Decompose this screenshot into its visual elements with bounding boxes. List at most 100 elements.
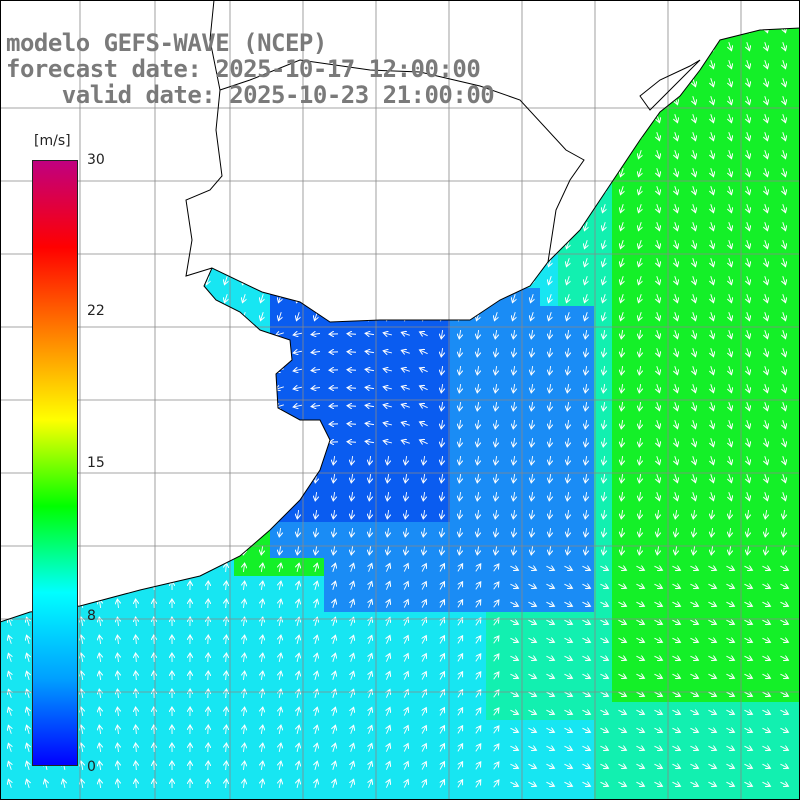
wind-speed-cell	[576, 792, 595, 800]
wind-speed-cell	[378, 666, 397, 685]
wind-speed-cell	[738, 792, 757, 800]
wind-speed-cell	[594, 450, 613, 469]
wind-arrow	[765, 42, 767, 50]
wind-speed-cell	[216, 576, 235, 595]
wind-arrow	[603, 204, 605, 212]
wind-speed-cell	[648, 414, 667, 433]
wind-speed-cell	[198, 594, 217, 613]
wind-speed-cell	[630, 504, 649, 523]
wind-speed-cell	[342, 414, 361, 433]
wind-speed-cell	[396, 378, 415, 397]
wind-speed-cell	[558, 486, 577, 505]
wind-speed-cell	[162, 756, 181, 775]
wind-speed-cell	[594, 342, 613, 361]
wind-arrow	[549, 312, 551, 320]
wind-speed-cell	[774, 36, 793, 55]
wind-speed-cell	[180, 774, 199, 793]
wind-speed-cell	[666, 288, 685, 307]
wind-arrow	[675, 294, 677, 302]
wind-arrow	[621, 312, 623, 320]
wind-speed-cell	[432, 702, 451, 721]
wind-speed-cell	[468, 558, 487, 577]
wind-speed-cell	[0, 684, 19, 703]
wind-speed-cell	[252, 612, 271, 631]
colorbar-tick: 0	[87, 759, 96, 775]
wind-speed-cell	[234, 576, 253, 595]
wind-speed-cell	[648, 126, 667, 145]
wind-speed-cell	[180, 720, 199, 739]
wind-speed-cell	[432, 360, 451, 379]
wind-speed-cell	[468, 738, 487, 757]
wind-speed-cell	[630, 216, 649, 235]
wind-speed-cell	[648, 450, 667, 469]
wind-speed-cell	[486, 360, 505, 379]
wind-speed-cell	[288, 630, 307, 649]
wind-speed-cell	[792, 594, 800, 613]
wind-speed-cell	[378, 450, 397, 469]
wind-arrow	[747, 78, 749, 86]
wind-arrow	[657, 330, 659, 338]
wind-speed-cell	[756, 540, 775, 559]
wind-speed-cell	[216, 738, 235, 757]
wind-speed-cell	[288, 540, 307, 559]
colorbar	[32, 160, 78, 766]
wind-speed-cell	[450, 720, 469, 739]
wind-speed-cell	[558, 432, 577, 451]
wind-arrow	[765, 168, 767, 176]
wind-speed-cell	[378, 468, 397, 487]
wind-speed-cell	[252, 720, 271, 739]
wind-speed-cell	[378, 396, 397, 415]
wind-arrow	[621, 240, 623, 248]
wind-speed-cell	[612, 468, 631, 487]
wind-speed-cell	[666, 486, 685, 505]
wind-speed-cell	[162, 684, 181, 703]
wind-speed-cell	[324, 450, 343, 469]
wind-speed-cell	[756, 342, 775, 361]
wind-speed-cell	[324, 792, 343, 800]
wind-speed-cell	[0, 648, 19, 667]
wind-speed-cell	[612, 450, 631, 469]
wind-speed-cell	[54, 792, 73, 800]
wind-speed-cell	[90, 720, 109, 739]
wind-speed-cell	[756, 486, 775, 505]
wind-arrow	[639, 222, 641, 230]
wind-speed-cell	[738, 522, 757, 541]
wind-speed-cell	[612, 306, 631, 325]
wind-speed-cell	[684, 306, 703, 325]
wind-speed-cell	[756, 126, 775, 145]
wind-speed-cell	[792, 270, 800, 289]
wind-speed-cell	[234, 756, 253, 775]
wind-speed-cell	[594, 522, 613, 541]
wind-speed-cell	[522, 378, 541, 397]
wind-speed-cell	[486, 306, 505, 325]
wind-speed-cell	[756, 108, 775, 127]
wind-speed-cell	[324, 612, 343, 631]
wind-speed-cell	[378, 594, 397, 613]
wind-speed-cell	[468, 576, 487, 595]
wind-speed-cell	[306, 666, 325, 685]
wind-speed-cell	[504, 450, 523, 469]
wind-speed-cell	[396, 666, 415, 685]
wind-speed-cell	[774, 360, 793, 379]
wind-speed-cell	[126, 720, 145, 739]
wind-speed-cell	[324, 378, 343, 397]
wind-arrow	[729, 276, 731, 284]
wind-speed-cell	[306, 720, 325, 739]
wind-speed-cell	[522, 360, 541, 379]
wind-speed-cell	[486, 594, 505, 613]
wind-speed-cell	[774, 216, 793, 235]
wind-speed-cell	[198, 756, 217, 775]
wind-speed-cell	[396, 450, 415, 469]
wind-speed-cell	[144, 594, 163, 613]
wind-speed-cell	[666, 216, 685, 235]
wind-speed-cell	[720, 792, 739, 800]
wind-speed-cell	[378, 504, 397, 523]
wind-speed-cell	[720, 378, 739, 397]
wind-arrow	[765, 222, 767, 230]
wind-speed-cell	[522, 288, 541, 307]
wind-speed-cell	[666, 432, 685, 451]
wind-arrow	[657, 168, 659, 176]
wind-speed-cell	[324, 594, 343, 613]
wind-speed-cell	[306, 396, 325, 415]
wind-arrow	[693, 204, 695, 212]
